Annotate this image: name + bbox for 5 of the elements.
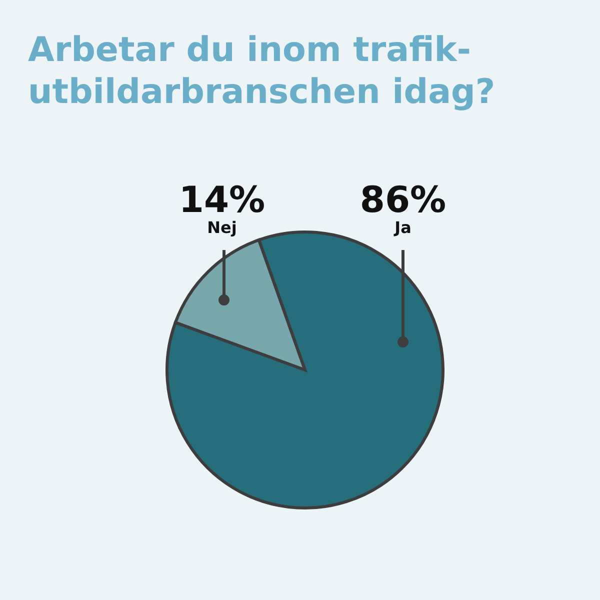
chart-title: Arbetar du inom trafik-utbildarbranschen idag? <box>28 30 496 112</box>
slice-label: Ja <box>394 218 412 237</box>
data-label: 14% <box>178 180 266 221</box>
data-label: 86% <box>360 180 446 221</box>
slice-label: Nej <box>207 218 237 237</box>
